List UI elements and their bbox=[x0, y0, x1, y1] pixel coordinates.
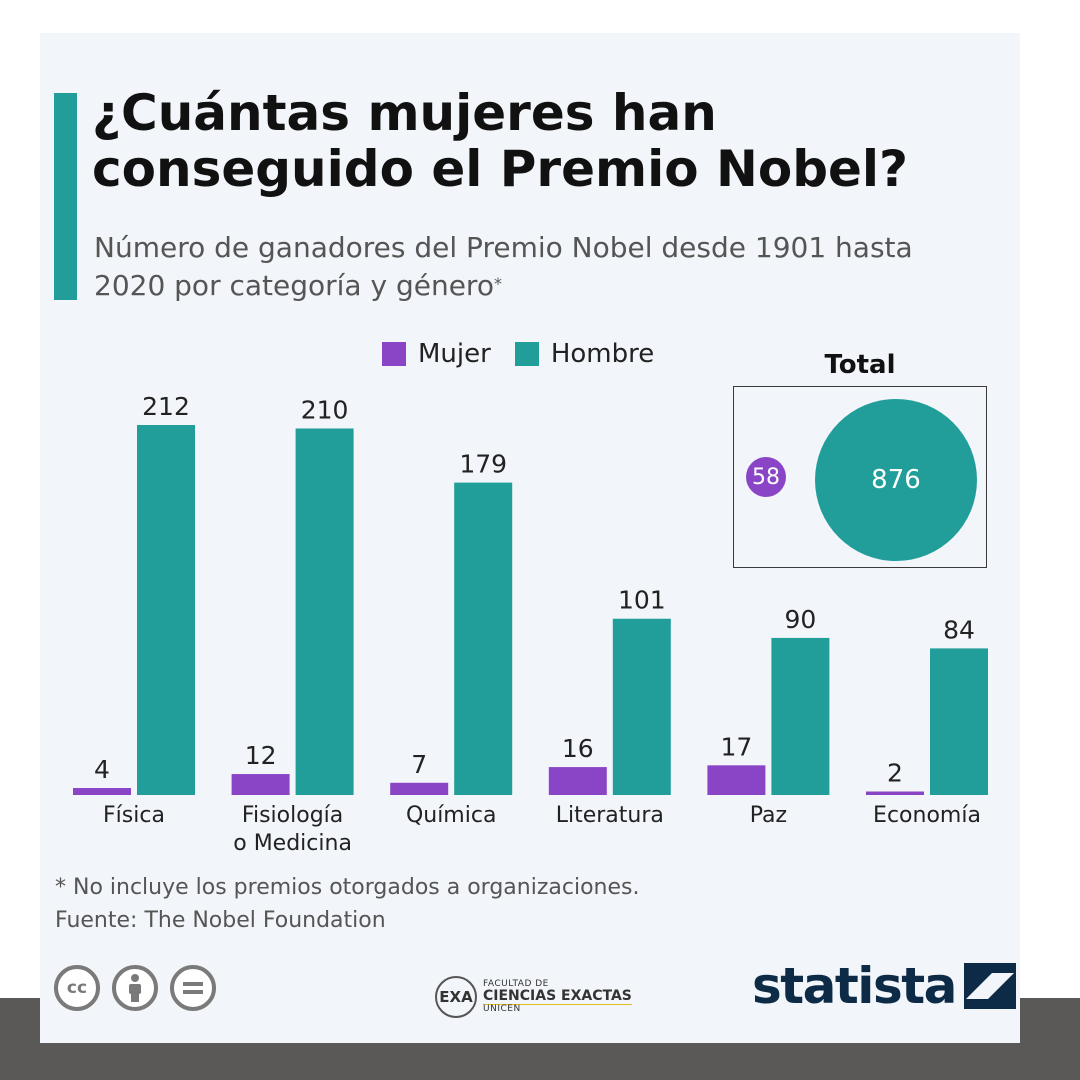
category-label-5: Economía bbox=[873, 803, 981, 828]
bar-men-1 bbox=[295, 428, 354, 795]
attribution-icon[interactable] bbox=[112, 965, 158, 1011]
chart-subtitle: Número de ganadores del Premio Nobel des… bbox=[94, 229, 954, 305]
legend-label-women: Mujer bbox=[418, 339, 491, 369]
total-title: Total bbox=[824, 350, 896, 380]
bar-men-5 bbox=[930, 648, 988, 795]
exa-logo-text: FACULTAD DE CIENCIAS EXACTAS UNICEN bbox=[483, 978, 632, 1015]
bar-women-1 bbox=[231, 774, 290, 795]
category-label-2: Química bbox=[406, 803, 497, 828]
bar-men-0 bbox=[137, 425, 195, 795]
bar-women-5 bbox=[866, 791, 924, 795]
category-label-0: Física bbox=[103, 803, 165, 828]
legend: Mujer Hombre bbox=[382, 336, 666, 372]
legend-swatch-men bbox=[514, 342, 539, 366]
license-icons: cc bbox=[54, 965, 216, 1011]
data-label-men-2: 179 bbox=[459, 450, 507, 479]
source-text: Fuente: The Nobel Foundation bbox=[55, 908, 386, 933]
no-derivatives-icon[interactable] bbox=[170, 965, 216, 1011]
data-label-men-4: 90 bbox=[784, 605, 816, 634]
total-men-value: 876 bbox=[871, 465, 921, 495]
category-label-3: Literatura bbox=[556, 803, 664, 828]
statista-wordmark: statista bbox=[752, 957, 957, 1015]
total-box bbox=[733, 386, 987, 568]
subtitle-footnote-mark: * bbox=[493, 274, 502, 293]
cc-icon[interactable]: cc bbox=[54, 965, 100, 1011]
bar-women-2 bbox=[390, 782, 449, 795]
footnotes: * No incluye los premios otorgados a org… bbox=[55, 871, 639, 937]
data-label-men-3: 101 bbox=[618, 586, 666, 615]
data-label-women-2: 7 bbox=[411, 750, 427, 779]
bar-women-4 bbox=[707, 765, 766, 795]
category-label-1: Fisiología o Medicina bbox=[233, 803, 352, 856]
footnote-text: * No incluye los premios otorgados a org… bbox=[55, 875, 640, 900]
legend-item-women: Mujer bbox=[382, 339, 491, 369]
data-label-women-0: 4 bbox=[94, 755, 110, 784]
total-women-value: 58 bbox=[752, 464, 780, 490]
category-label-4: Paz bbox=[750, 803, 787, 828]
legend-label-men: Hombre bbox=[550, 339, 655, 369]
exa-line-3: UNICEN bbox=[483, 1003, 521, 1014]
total-women-bubble: 58 bbox=[746, 457, 786, 497]
data-label-men-0: 212 bbox=[142, 392, 190, 421]
exa-line-2: CIENCIAS EXACTAS bbox=[483, 988, 632, 1005]
bar-men-3 bbox=[612, 618, 671, 795]
data-label-men-5: 84 bbox=[943, 615, 975, 644]
title-accent-bar bbox=[54, 93, 77, 300]
total-men-bubble: 876 bbox=[815, 399, 977, 561]
legend-item-men: Hombre bbox=[514, 339, 655, 369]
bar-women-3 bbox=[548, 767, 607, 795]
data-label-women-1: 12 bbox=[245, 741, 277, 770]
exa-line-1: FACULTAD DE bbox=[483, 978, 549, 989]
data-label-women-5: 2 bbox=[887, 759, 903, 788]
data-label-men-1: 210 bbox=[301, 395, 349, 424]
bar-women-0 bbox=[73, 788, 131, 795]
bar-chart: 4 212 Física 12 210 Fisiología o Medicina 7 179 Q… bbox=[73, 392, 988, 856]
data-label-women-3: 16 bbox=[562, 734, 594, 763]
statista-flag-icon bbox=[963, 963, 1016, 1009]
infographic-card: ¿Cuántas mujeres han conseguido el Premi… bbox=[40, 33, 1020, 1043]
legend-swatch-women bbox=[382, 342, 406, 366]
bar-men-2 bbox=[454, 482, 513, 795]
subtitle-text: Número de ganadores del Premio Nobel des… bbox=[94, 231, 913, 302]
partner-logo: EXA FACULTAD DE CIENCIAS EXACTAS UNICEN bbox=[435, 976, 632, 1018]
exa-logo-mark: EXA bbox=[435, 976, 477, 1018]
statista-logo[interactable]: statista bbox=[752, 961, 1016, 1011]
bar-men-4 bbox=[771, 637, 830, 795]
data-label-women-4: 17 bbox=[720, 732, 752, 761]
chart-title: ¿Cuántas mujeres han conseguido el Premi… bbox=[92, 84, 909, 198]
